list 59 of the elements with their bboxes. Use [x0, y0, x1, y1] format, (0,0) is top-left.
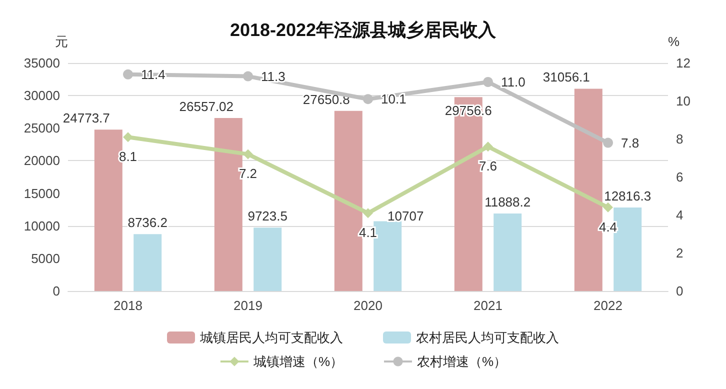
y-tick-label: 30000 [24, 88, 60, 104]
y-tick-label: 25000 [24, 120, 60, 136]
data-label: 31056.1 [542, 70, 590, 85]
y-tick-label: 10000 [24, 218, 60, 234]
point [483, 77, 493, 87]
x-tick-label: 2022 [594, 298, 622, 313]
y-tick-label: 5000 [31, 250, 60, 266]
data-label: 9723.5 [248, 208, 288, 224]
y-axis-title: 元 [55, 34, 68, 49]
point [363, 208, 373, 218]
point [363, 94, 373, 104]
y2-tick-label: 0 [676, 284, 684, 298]
y-tick-label: 35000 [24, 56, 60, 70]
data-label: 8736.2 [128, 215, 168, 230]
data-label: 11.0 [501, 74, 526, 90]
y2-tick-label: 4 [676, 208, 684, 222]
data-label: 11888.2 [484, 194, 531, 210]
y2-tick-label: 12 [676, 56, 690, 70]
data-label: 7.8 [621, 135, 640, 150]
data-label: 4.1 [358, 225, 378, 240]
bar [254, 228, 282, 291]
data-label: 8.1 [118, 149, 138, 164]
legend-label: 农村增速（%） [417, 354, 507, 369]
y-tick-label: 20000 [24, 153, 60, 168]
legend-label: 城镇增速（%） [252, 354, 344, 369]
x-tick-label: 2021 [474, 298, 502, 313]
point [603, 202, 613, 212]
x-tick-label: 2019 [234, 298, 262, 313]
data-label: 11.4 [141, 66, 166, 82]
bar [134, 234, 162, 291]
y2-tick-label: 8 [676, 132, 684, 146]
data-label: 12816.3 [604, 188, 652, 204]
data-label: 26557.02 [179, 99, 234, 114]
data-label: 24773.7 [62, 110, 110, 126]
data-label: 7.6 [478, 158, 498, 174]
chart-title: 2018-2022年泾源县城乡居民收入 [230, 20, 498, 40]
x-tick-label: 2020 [354, 298, 382, 313]
y2-axis-title: % [668, 34, 680, 49]
y-tick-label: 15000 [24, 186, 60, 201]
point [603, 138, 613, 148]
point [483, 142, 493, 152]
point [243, 71, 253, 82]
data-label: 4.4 [598, 219, 618, 234]
point [123, 132, 133, 142]
data-label: 10707 [388, 208, 424, 224]
y2-tick-label: 10 [676, 94, 690, 108]
data-label: 27650.8 [302, 92, 350, 107]
y-tick-label: 0 [52, 284, 60, 298]
data-label: 11.3 [261, 68, 286, 84]
y2-tick-label: 6 [676, 170, 684, 184]
x-tick-label: 2018 [114, 298, 142, 313]
bar [494, 214, 522, 291]
data-label: 10.1 [381, 92, 406, 107]
point [123, 69, 133, 80]
data-label: 7.2 [238, 166, 258, 182]
legend-label: 农村居民人均可支配收入 [416, 330, 559, 345]
y2-tick-label: 2 [676, 246, 684, 260]
point [243, 149, 253, 160]
legend-label: 城镇居民人均可支配收入 [199, 330, 343, 345]
